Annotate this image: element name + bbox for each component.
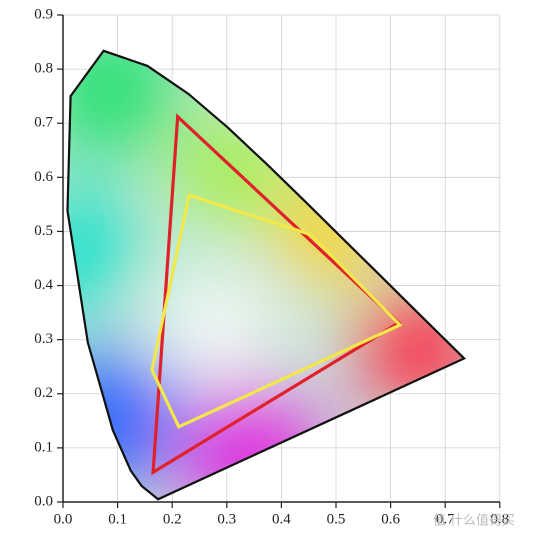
y-tick-label: 0.2 xyxy=(34,385,53,401)
x-tick-label: 0.7 xyxy=(436,511,455,527)
plot xyxy=(66,49,467,501)
x-tick-label: 0.3 xyxy=(217,511,236,527)
y-tick-label: 0.0 xyxy=(34,493,53,509)
x-tick-label: 0.0 xyxy=(54,511,73,527)
x-tick-label: 0.6 xyxy=(381,511,400,527)
x-tick-label: 0.2 xyxy=(163,511,182,527)
y-tick-label: 0.6 xyxy=(34,169,53,185)
x-tick-label: 0.5 xyxy=(327,511,346,527)
y-tick-label: 0.7 xyxy=(34,115,53,131)
gamut-outline xyxy=(151,113,402,476)
y-tick-label: 0.8 xyxy=(34,61,53,77)
x-tick-label: 0.4 xyxy=(272,511,291,527)
locus-outline xyxy=(66,49,467,501)
gamut-outline xyxy=(150,193,403,429)
y-tick-label: 0.3 xyxy=(34,331,53,347)
x-tick-label: 0.1 xyxy=(108,511,127,527)
watermark: 值 什么值得买 xyxy=(433,513,515,529)
x-tick-label: 0.8 xyxy=(490,511,509,527)
y-tick-label: 0.1 xyxy=(34,439,53,455)
y-tick-label: 0.9 xyxy=(34,6,53,22)
y-tick-label: 0.4 xyxy=(34,277,53,293)
y-tick-label: 0.5 xyxy=(34,223,53,239)
